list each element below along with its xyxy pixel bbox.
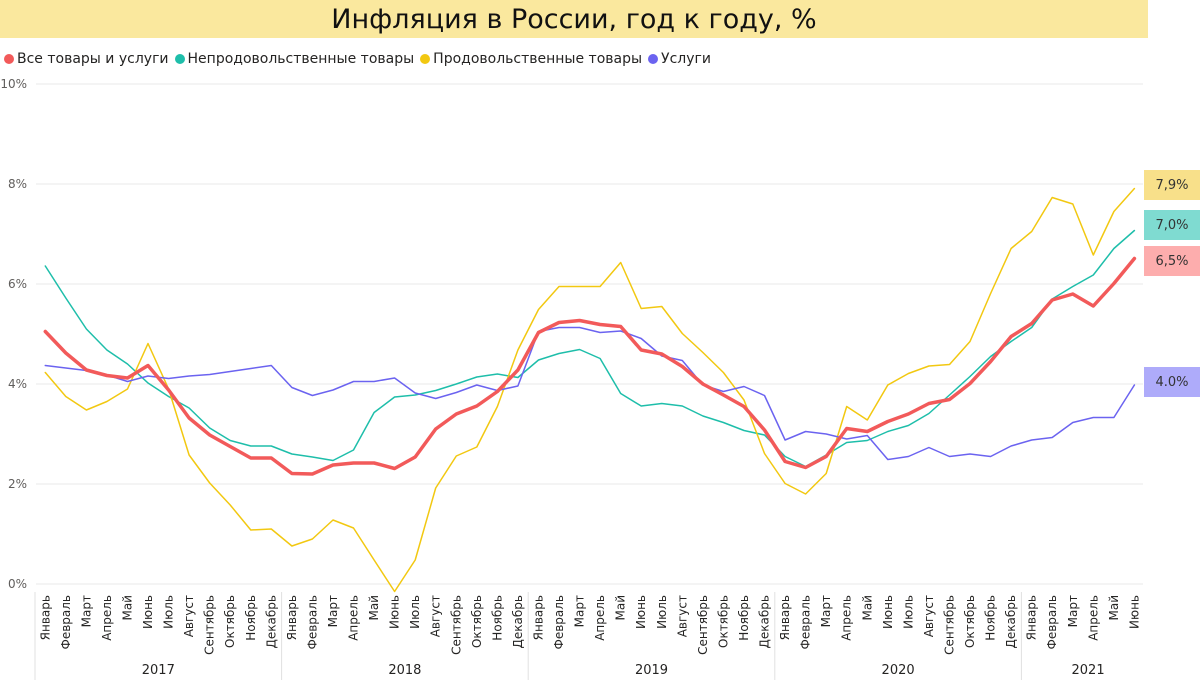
x-tick-label: Август	[675, 595, 689, 637]
x-tick-label: Январь	[1025, 595, 1039, 640]
end-value-label: 6,5%	[1144, 246, 1200, 276]
year-label: 2020	[882, 663, 915, 678]
x-tick-label: Сентябрь	[696, 595, 710, 655]
x-tick-label: Август	[182, 595, 196, 637]
legend-label: Продовольственные товары	[433, 51, 643, 67]
x-tick-label: Октябрь	[716, 595, 730, 648]
legend-item-food[interactable]: Продовольственные товары	[420, 51, 642, 67]
x-tick-label: Апрель	[1086, 595, 1100, 641]
x-tick-label: Апрель	[840, 595, 854, 641]
x-axis: Январь Февраль Март Апрель Май Июнь Июль Август…	[34, 592, 1141, 680]
x-tick-label: Декабрь	[1004, 595, 1018, 648]
x-tick-label: Октябрь	[223, 595, 237, 648]
x-tick-label: Июнь	[388, 595, 402, 629]
x-tick-label: Март	[1066, 595, 1080, 627]
year-label: 2018	[388, 663, 421, 678]
legend-item-all[interactable]: Все товары и услуги	[4, 51, 169, 67]
series-line[interactable]	[43, 256, 1137, 476]
x-tick-label: Январь	[778, 595, 792, 640]
y-tick-label: 4%	[8, 377, 27, 391]
legend-label: Услуги	[661, 51, 711, 67]
series-line[interactable]	[44, 187, 1136, 593]
x-tick-label: Декабрь	[264, 595, 278, 648]
x-tick-label: Февраль	[59, 595, 73, 650]
x-tick-label: Июнь	[141, 595, 155, 629]
x-tick-label: Февраль	[305, 595, 319, 650]
x-tick-label: Апрель	[347, 595, 361, 641]
legend-dot-icon	[648, 54, 659, 64]
x-tick-label: Май	[120, 595, 134, 621]
x-tick-label: Ноябрь	[984, 595, 998, 641]
x-tick-label: Июль	[162, 595, 176, 629]
x-tick-label: Сентябрь	[203, 595, 217, 655]
end-value-label: 7,9%	[1144, 170, 1200, 200]
y-axis: 0% 2% 4% 6% 8% 10%	[0, 77, 27, 591]
legend-label: Непродовольственные товары	[187, 51, 415, 67]
end-value-label: 7,0%	[1144, 210, 1200, 240]
x-tick-label: Октябрь	[470, 595, 484, 648]
x-tick-label: Июль	[655, 595, 669, 629]
legend-dot-icon	[174, 54, 185, 64]
x-tick-label: Ноябрь	[244, 595, 258, 641]
y-tick-label: 0%	[8, 577, 27, 591]
series-lines[interactable]	[43, 187, 1137, 593]
x-tick-label: Июль	[408, 595, 422, 629]
x-tick-label: Март	[819, 595, 833, 627]
y-tick-label: 2%	[8, 477, 27, 491]
x-tick-label: Апрель	[593, 595, 607, 641]
x-tick-label: Май	[367, 595, 381, 621]
legend-dot-icon	[4, 54, 14, 64]
x-tick-label: Июнь	[1127, 595, 1141, 629]
end-value-label: 4.0%	[1144, 367, 1200, 397]
x-tick-label: Октябрь	[963, 595, 977, 648]
x-tick-label: Февраль	[552, 595, 566, 650]
x-tick-label: Январь	[285, 595, 299, 640]
x-tick-label: Февраль	[1045, 595, 1059, 650]
x-tick-label: Сентябрь	[942, 595, 956, 655]
legend-item-nonfood[interactable]: Непродовольственные товары	[174, 51, 415, 67]
x-tick-label: Май	[860, 595, 874, 621]
x-tick-label: Ноябрь	[490, 595, 504, 641]
x-tick-label: Март	[79, 595, 93, 627]
x-tick-label: Декабрь	[511, 595, 525, 648]
legend: Все товары и услуги Непродовольственные …	[4, 51, 717, 67]
x-tick-label: Январь	[38, 595, 52, 640]
x-tick-label: Февраль	[799, 595, 813, 650]
x-tick-label: Август	[922, 595, 936, 637]
x-tick-label: Март	[326, 595, 340, 627]
x-tick-label: Сентябрь	[449, 595, 463, 655]
year-label: 2021	[1072, 663, 1105, 678]
x-tick-label: Январь	[531, 595, 545, 640]
x-tick-label: Апрель	[100, 595, 114, 641]
x-tick-label: Июль	[901, 595, 915, 629]
x-tick-label: Декабрь	[758, 595, 772, 648]
legend-label: Все товары и услуги	[17, 51, 169, 67]
x-tick-label: Ноябрь	[737, 595, 751, 641]
x-tick-label: Март	[573, 595, 587, 627]
series-line[interactable]	[44, 229, 1136, 468]
y-tick-label: 6%	[8, 277, 27, 291]
y-tick-label: 8%	[8, 177, 27, 191]
legend-dot-icon	[420, 54, 431, 64]
x-tick-label: Июнь	[634, 595, 648, 629]
x-tick-label: Июнь	[881, 595, 895, 629]
y-tick-label: 10%	[0, 77, 27, 91]
title-bar: Инфляция в России, год к году, %	[0, 0, 1148, 38]
year-label: 2017	[142, 663, 175, 678]
legend-item-services[interactable]: Услуги	[648, 51, 711, 67]
gridlines	[36, 83, 1143, 585]
year-label: 2019	[635, 663, 668, 678]
x-tick-label: Август	[429, 595, 443, 637]
x-tick-label: Май	[1107, 595, 1121, 621]
chart-title: Инфляция в России, год к году, %	[331, 3, 817, 35]
x-tick-label: Май	[614, 595, 628, 621]
series-line[interactable]	[44, 326, 1136, 461]
